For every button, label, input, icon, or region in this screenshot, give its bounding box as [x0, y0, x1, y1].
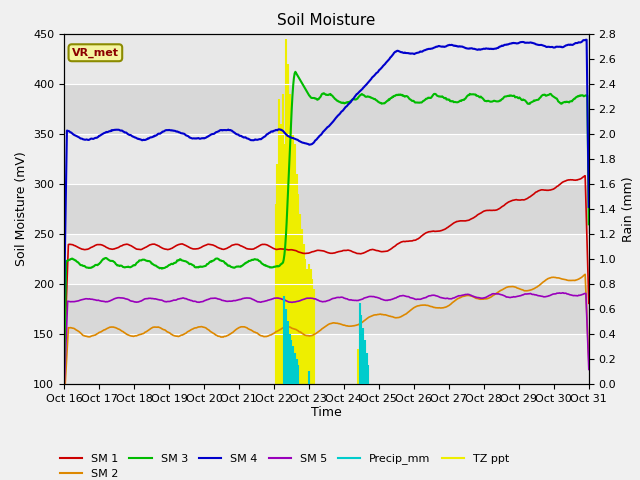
Legend: SM 1, SM 2, SM 3, SM 4, SM 5, Precip_mm, TZ ppt: SM 1, SM 2, SM 3, SM 4, SM 5, Precip_mm,… [56, 449, 513, 480]
Bar [64, 84, 589, 134]
Bar [64, 284, 589, 334]
Bar [64, 234, 589, 284]
Title: Soil Moisture: Soil Moisture [277, 13, 376, 28]
Text: VR_met: VR_met [72, 48, 119, 58]
Y-axis label: Rain (mm): Rain (mm) [622, 176, 635, 241]
Bar [64, 184, 589, 234]
X-axis label: Time: Time [311, 407, 342, 420]
Bar [64, 34, 589, 84]
Y-axis label: Soil Moisture (mV): Soil Moisture (mV) [15, 151, 28, 266]
Bar [64, 134, 589, 184]
Bar [64, 334, 589, 384]
